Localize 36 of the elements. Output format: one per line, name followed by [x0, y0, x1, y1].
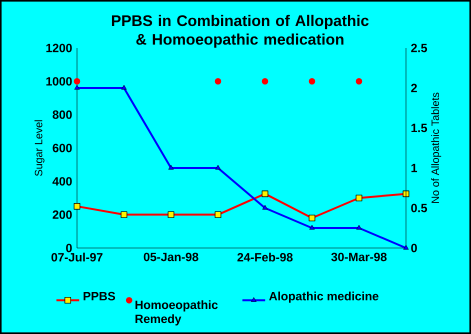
x-tick-label: 05-Jan-98	[144, 252, 198, 262]
point	[214, 78, 222, 85]
point	[309, 224, 315, 230]
y-tick-label: 800	[52, 110, 72, 119]
legend-label: Homoeopathic Remedy	[136, 300, 218, 326]
point	[356, 224, 362, 230]
point	[262, 204, 268, 210]
y-tick-label: 600	[52, 144, 72, 152]
y2-axis-title: No of Allopathic Tablets	[431, 92, 442, 203]
point	[262, 78, 268, 85]
point	[168, 164, 174, 170]
y-tick-label: 1200	[46, 44, 72, 52]
point	[74, 84, 80, 90]
y2-tick-label: 2	[411, 84, 417, 92]
point	[74, 78, 80, 85]
legend-label: Alopathic medicine	[269, 292, 378, 303]
y2-tick-label: 2.5	[411, 44, 428, 52]
y2-tick-label: 0	[411, 244, 417, 252]
point	[121, 84, 127, 90]
point	[308, 78, 316, 85]
y2-tick-label: 1.5	[411, 124, 428, 132]
point	[356, 78, 362, 85]
x-tick-label: 24-Feb-98	[237, 252, 293, 262]
point	[215, 164, 221, 170]
x-tick-label: 07-Jul-97	[51, 252, 102, 262]
x-tick-label: 30-Mar-98	[331, 252, 387, 262]
y-axis-title: Sugar Level	[34, 120, 44, 176]
legend-label: PPBS	[84, 292, 116, 300]
y2-tick-label: 1	[411, 164, 418, 172]
y2-tick-label: 0.5	[411, 204, 428, 212]
y-tick-label: 1000	[46, 77, 72, 86]
y-tick-label: 400	[52, 177, 72, 186]
y-tick-label: 200	[52, 210, 72, 219]
chart-title: PPBS in Combination of Allopathic & Homoeopathic medication	[112, 14, 369, 48]
y-tick-label: 0	[66, 244, 72, 252]
point	[403, 244, 409, 250]
